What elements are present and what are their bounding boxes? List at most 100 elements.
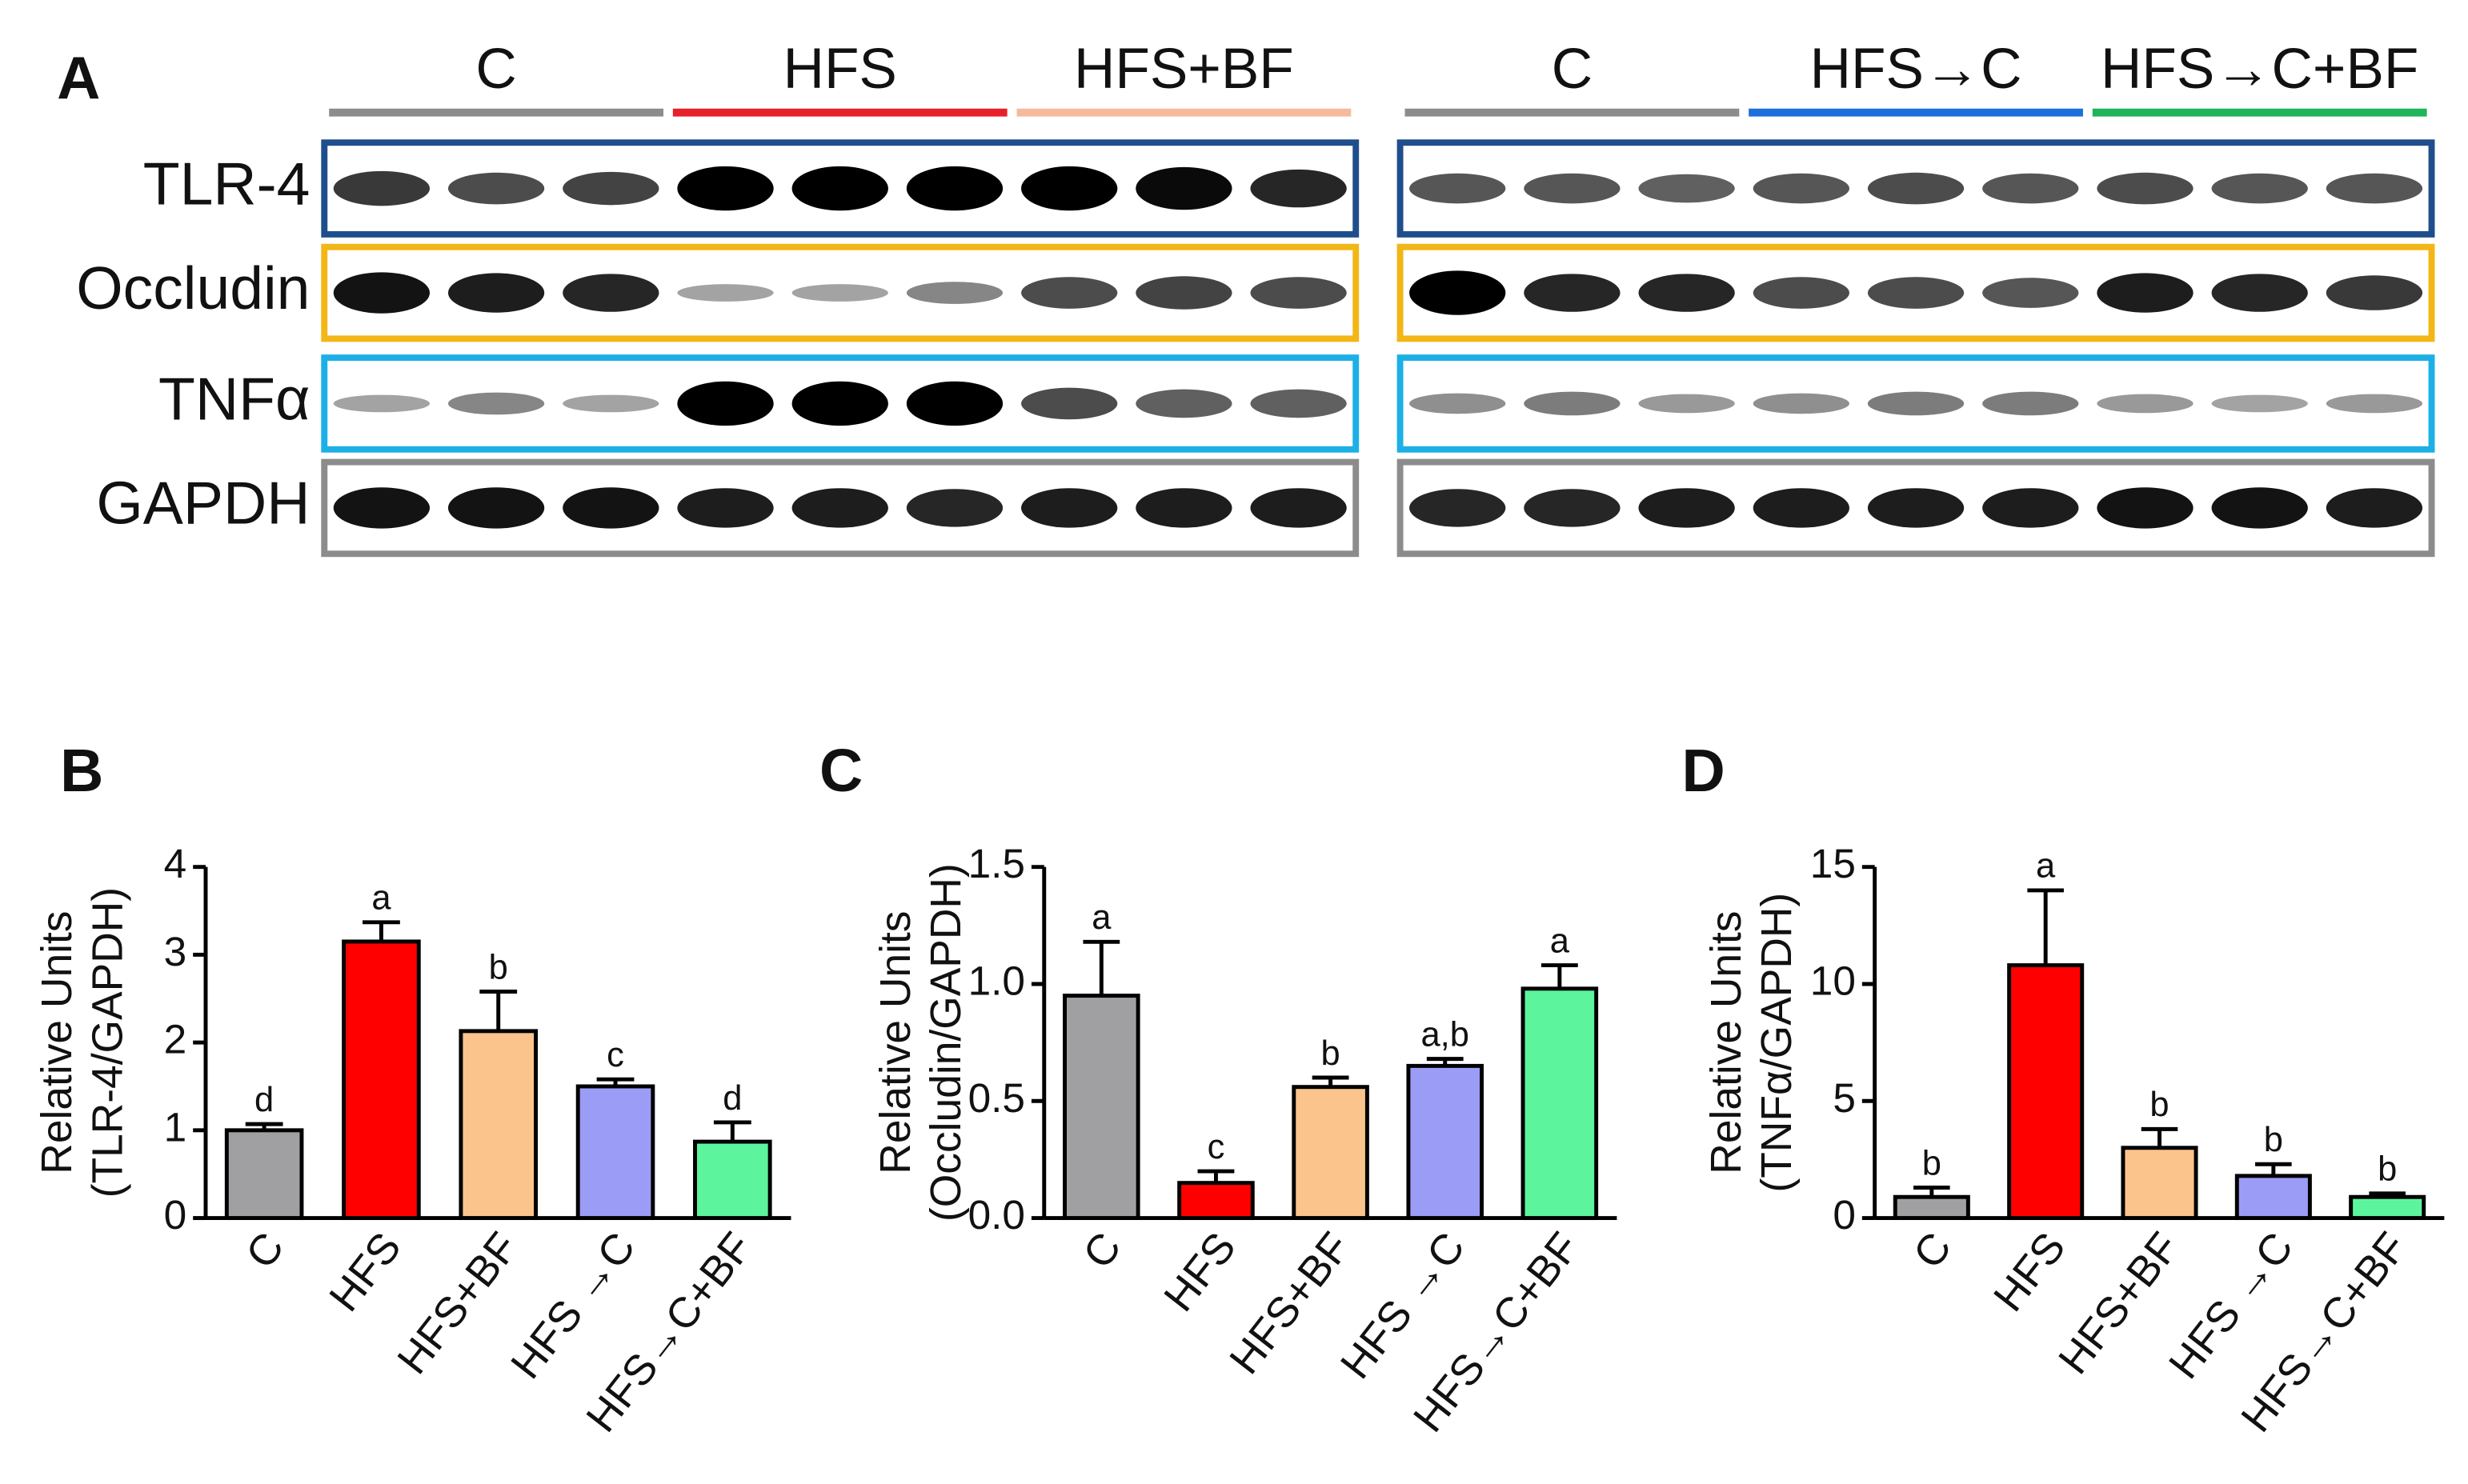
band xyxy=(447,487,545,529)
band xyxy=(2211,274,2308,312)
band xyxy=(1867,391,1965,416)
x-tick-label: HFS xyxy=(1985,1224,2074,1320)
significance-letter: c xyxy=(1208,1128,1225,1166)
y-tick-label: 0.0 xyxy=(968,1191,1025,1238)
x-tick-label: C xyxy=(237,1224,293,1278)
bar xyxy=(2007,963,2085,1221)
band xyxy=(1136,276,1232,310)
significance-letter: c xyxy=(607,1036,624,1074)
band xyxy=(1638,488,1735,528)
band xyxy=(447,172,545,205)
band xyxy=(563,171,659,206)
band xyxy=(2326,173,2423,204)
band xyxy=(447,392,545,415)
band xyxy=(563,487,659,529)
band xyxy=(1250,169,1347,208)
band xyxy=(1409,393,1506,414)
bar xyxy=(224,1128,304,1221)
band xyxy=(447,273,545,313)
significance-letter: a xyxy=(1550,922,1570,960)
bar xyxy=(1063,994,1140,1221)
blot-frame xyxy=(321,243,1360,342)
band xyxy=(1753,488,1849,528)
y-tick-label: 1.5 xyxy=(968,840,1025,886)
y-tick-label: 1 xyxy=(164,1103,187,1150)
band xyxy=(563,394,659,413)
significance-letter: b xyxy=(2264,1121,2283,1159)
band xyxy=(1867,277,1965,309)
band xyxy=(2326,394,2423,414)
band xyxy=(1982,173,2079,204)
group-label: C xyxy=(1552,38,1593,101)
band xyxy=(2097,172,2194,205)
bar xyxy=(2234,1174,2312,1221)
band xyxy=(1638,174,1735,203)
bar xyxy=(1893,1194,1970,1221)
group-label: HFS→C xyxy=(1810,38,2022,101)
band xyxy=(791,381,888,426)
band xyxy=(1524,274,1621,312)
bar xyxy=(342,939,421,1221)
band xyxy=(1982,278,2079,308)
y-tick-label: 0 xyxy=(1833,1191,1856,1238)
band xyxy=(1982,391,2079,416)
band xyxy=(677,381,774,426)
significance-letter: a xyxy=(2036,847,2056,886)
band xyxy=(906,381,1004,426)
band xyxy=(2097,487,2194,529)
bar xyxy=(1406,1063,1484,1221)
blot-frame xyxy=(321,458,1360,558)
band xyxy=(1982,488,2079,528)
band xyxy=(791,166,888,211)
group-label: C xyxy=(475,38,516,101)
panel-label: D xyxy=(1681,737,1725,804)
y-tick-label: 10 xyxy=(1810,958,1856,1004)
band xyxy=(1021,166,1118,211)
significance-letter: b xyxy=(1922,1144,1941,1182)
band xyxy=(1524,391,1621,416)
x-tick-label: C xyxy=(1074,1224,1130,1278)
group-label: HFS+BF xyxy=(1074,38,1294,101)
significance-letter: b xyxy=(2378,1150,2397,1189)
band xyxy=(333,487,431,529)
y-tick-label: 4 xyxy=(164,840,187,886)
y-tick-label: 0 xyxy=(164,1191,187,1238)
y-axis-label: (Occludin/GAPDH) xyxy=(923,863,970,1222)
significance-letter: d xyxy=(254,1081,274,1119)
y-tick-label: 5 xyxy=(1833,1074,1856,1121)
panel-label: B xyxy=(60,737,103,804)
y-axis-label: Relative Units xyxy=(34,911,81,1174)
group-label: HFS→C+BF xyxy=(2101,38,2418,101)
band xyxy=(2326,275,2423,310)
y-tick-label: 2 xyxy=(164,1016,187,1062)
bar xyxy=(575,1084,655,1221)
row-label: Occludin xyxy=(76,254,310,322)
significance-letter: a,b xyxy=(1420,1015,1468,1054)
band xyxy=(677,166,774,211)
band xyxy=(1638,394,1735,414)
blot-frame xyxy=(1396,354,2435,453)
row-label: GAPDH xyxy=(96,470,310,537)
bar xyxy=(2121,1146,2198,1221)
band xyxy=(791,488,888,528)
band xyxy=(2097,394,2194,414)
significance-letter: a xyxy=(1092,898,1112,937)
band xyxy=(1409,173,1506,204)
band xyxy=(791,284,888,302)
band xyxy=(2097,273,2194,313)
band xyxy=(1250,277,1347,309)
significance-letter: b xyxy=(1320,1034,1340,1073)
blot-frame xyxy=(1396,139,2435,238)
bar xyxy=(1177,1181,1255,1221)
row-label: TNFα xyxy=(158,365,310,432)
panel-label: A xyxy=(57,44,100,111)
panel-label: C xyxy=(819,737,863,804)
bar xyxy=(2349,1194,2426,1221)
significance-letter: b xyxy=(489,948,508,986)
y-tick-label: 1.0 xyxy=(968,958,1025,1004)
group-label: HFS xyxy=(783,38,897,101)
band xyxy=(1638,274,1735,312)
band xyxy=(1524,173,1621,204)
band xyxy=(1753,173,1849,204)
band xyxy=(333,394,431,413)
